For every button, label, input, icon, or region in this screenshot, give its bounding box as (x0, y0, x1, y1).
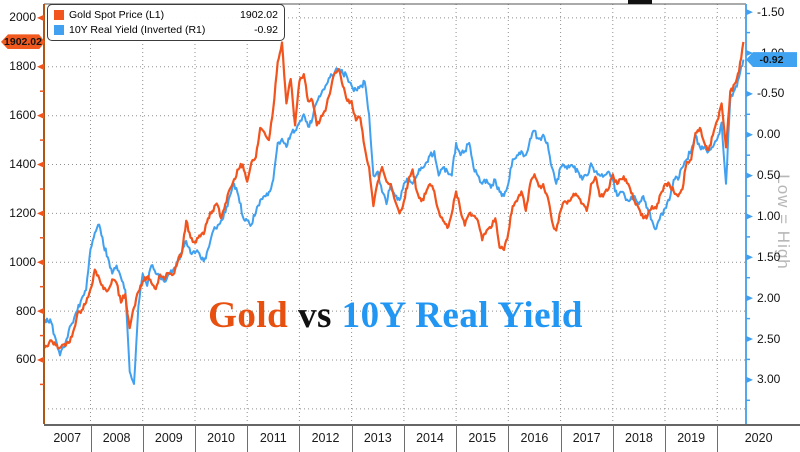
legend-item-gold[interactable]: Gold Spot Price (L1) 1902.02 (54, 7, 278, 22)
year-separator (142, 425, 144, 452)
year-label-2009: 2009 (154, 431, 183, 445)
gridlines (44, 4, 746, 424)
year-label-2008: 2008 (102, 431, 131, 445)
right-axis-tick-label: 1.50 (757, 249, 781, 264)
left-axis-tick-label: 800 (15, 303, 36, 318)
legend-label: Gold Spot Price (L1) (69, 8, 165, 21)
right-axis-tick-label: 3.00 (757, 372, 781, 387)
yield-series-line (44, 59, 745, 385)
year-separator (560, 425, 562, 452)
yield-series-swatch-icon (54, 24, 64, 35)
legend-label: 10Y Real Yield (Inverted (R1) (69, 23, 206, 36)
left-axis-tick-label: 1000 (9, 254, 36, 269)
left-axis-tick-label: 1200 (9, 205, 36, 220)
legend-value: -0.92 (254, 23, 278, 36)
year-label-2013: 2013 (363, 431, 392, 445)
year-separator (612, 425, 614, 452)
year-separator (403, 425, 405, 452)
year-separator (195, 425, 196, 452)
right-axis-tick-label: -1.50 (757, 4, 785, 19)
right-axis-tick-label: 2.50 (757, 331, 781, 346)
year-separator (247, 425, 249, 452)
year-label-2010: 2010 (207, 431, 235, 445)
right-axis-tick-label: 2.00 (757, 290, 781, 305)
left-axis-tick-label: 1800 (9, 59, 36, 74)
year-label-2012: 2012 (311, 431, 340, 445)
year-label-2016: 2016 (520, 431, 549, 445)
axis-ticks (37, 8, 753, 402)
year-separator (717, 425, 719, 452)
year-separator (456, 425, 458, 452)
year-label-2011: 2011 (259, 431, 287, 445)
year-label-2017: 2017 (572, 431, 601, 445)
legend-value: 1902.02 (240, 8, 278, 21)
chart-legend: Gold Spot Price (L1) 1902.02 10Y Real Yi… (47, 4, 285, 41)
gold-series-swatch-icon (54, 9, 64, 20)
right-axis-tick-label: 0.00 (757, 127, 781, 142)
year-label-2018: 2018 (625, 431, 653, 445)
year-label-2015: 2015 (468, 431, 497, 445)
year-label-2019: 2019 (677, 431, 706, 445)
left-axis-tick-label: 1400 (9, 157, 36, 172)
year-separator (665, 425, 666, 452)
screen-edge-artifact (628, 0, 652, 4)
year-label-2007: 2007 (53, 431, 82, 445)
year-separator (508, 425, 510, 452)
gold-last-value-badge: 1902.02 (1, 34, 45, 49)
year-separator (351, 425, 353, 452)
year-separator (90, 425, 92, 452)
year-separator (299, 425, 301, 452)
left-axis-tick-label: 1600 (9, 108, 36, 123)
gold-series-line (44, 41, 745, 350)
left-axis-tick-label: 2000 (9, 10, 36, 25)
legend-item-yield[interactable]: 10Y Real Yield (Inverted (R1) -0.92 (54, 22, 278, 37)
year-label-2014: 2014 (416, 431, 444, 445)
yield-last-value-badge: -0.92 (746, 52, 797, 68)
right-axis-tick-label: 1.00 (757, 208, 781, 223)
left-axis-tick-label: 600 (15, 352, 36, 367)
year-label-2020: 2020 (744, 431, 773, 445)
right-axis-tick-label: -0.50 (757, 86, 785, 101)
right-axis-tick-label: 0.50 (757, 168, 781, 183)
